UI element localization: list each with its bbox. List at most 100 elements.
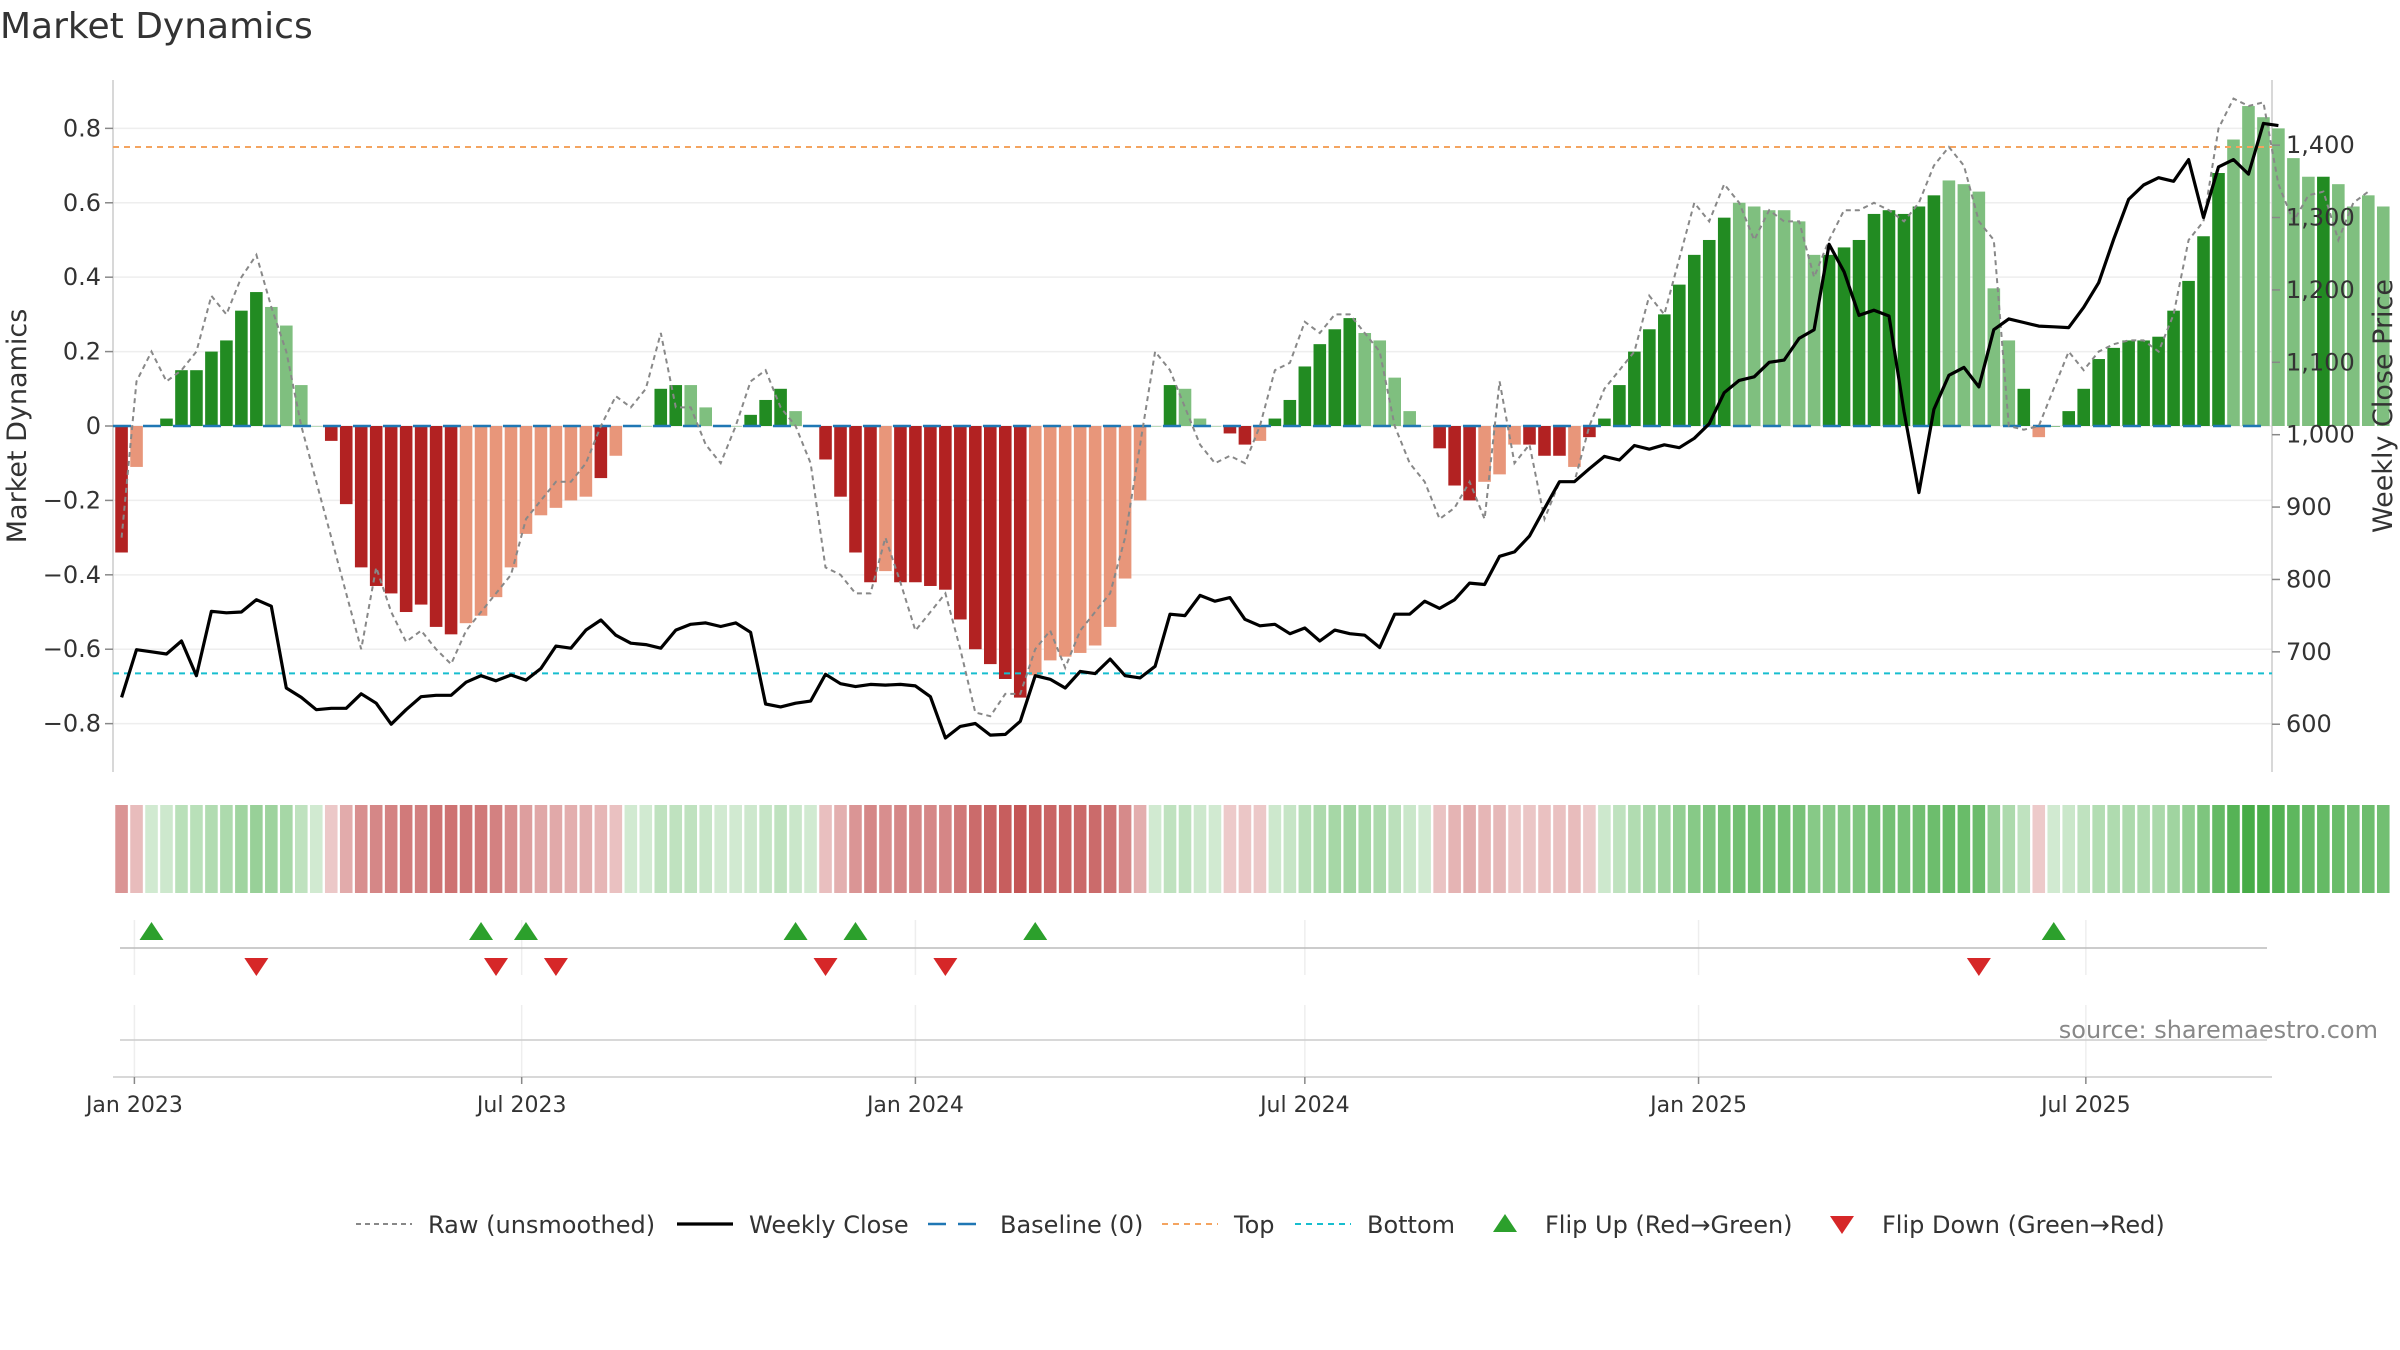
dynamics-bar-61 [1028,426,1042,676]
dynamics-bar-112 [1792,221,1806,426]
dynamics-bar-66 [1103,426,1117,627]
dynamics-bar-15 [339,426,353,505]
legend-swatch-flip-up [1493,1214,1517,1232]
dynamics-bar-82 [1343,318,1357,426]
heat-cell-121 [1927,805,1941,893]
dynamics-bar-5 [190,370,203,426]
dynamics-bar-137 [2167,310,2180,426]
dynamics-bar-106 [1702,239,1716,426]
heat-cell-94 [1523,805,1536,893]
dynamics-bar-22 [444,426,458,635]
x-tick-label: Jul 2025 [2039,1093,2131,1118]
y2-tick-label: 1,200 [2286,276,2355,304]
heat-cell-50 [864,805,877,893]
dynamics-bar-0 [115,426,128,553]
flip-down-marker-3 [813,958,838,976]
heat-cell-85 [1388,805,1401,893]
heat-cell-41 [729,805,742,893]
heat-cell-8 [235,805,248,893]
heat-cell-141 [2227,805,2240,893]
dynamics-bar-140 [2212,173,2225,426]
dynamics-bar-85 [1388,377,1401,426]
heat-cell-150 [2361,805,2375,893]
heat-cell-83 [1358,805,1372,893]
heat-cell-81 [1328,805,1342,893]
heat-cell-46 [804,805,817,893]
dynamics-bar-135 [2137,340,2150,426]
heat-cell-98 [1583,805,1596,893]
y2-tick-label: 1,100 [2286,348,2355,376]
y2-tick-label: 900 [2286,493,2332,521]
heat-cell-21 [429,805,443,893]
y2-tick-label: 700 [2286,638,2332,666]
dynamics-bar-51 [879,426,892,572]
heat-cell-109 [1747,805,1761,893]
dynamics-bar-29 [549,426,563,508]
dynamics-bar-60 [1013,426,1027,698]
heat-cell-111 [1777,805,1791,893]
dynamics-bar-3 [160,418,173,426]
heat-cell-32 [594,805,608,893]
heat-cell-20 [414,805,428,893]
heat-cell-34 [624,805,638,893]
heat-cell-132 [2092,805,2105,893]
heat-cell-133 [2107,805,2120,893]
dynamics-bar-56 [954,426,967,620]
heat-cell-107 [1717,805,1731,893]
dynamics-bar-45 [789,411,802,426]
heat-cell-114 [1822,805,1836,893]
heat-cell-44 [774,805,787,893]
heat-cell-18 [384,805,398,893]
dynamics-bar-105 [1687,254,1701,426]
heat-cell-106 [1702,805,1716,893]
heat-cell-58 [984,805,997,893]
flip-down-marker-1 [484,958,509,976]
dynamics-bar-42 [744,414,757,426]
heat-cell-131 [2077,805,2090,893]
dynamics-bar-43 [759,399,772,426]
dynamics-bar-73 [1208,426,1222,427]
dynamics-bar-24 [474,426,488,616]
dynamics-bar-148 [2332,184,2345,426]
y-axis-title: Market Dynamics [2,309,33,544]
heat-cell-9 [250,805,263,893]
dynamics-bar-54 [924,426,937,586]
dynamics-bar-68 [1133,426,1147,501]
dynamics-bar-64 [1073,426,1087,653]
heat-cell-17 [369,805,383,893]
dynamics-bar-130 [2062,411,2076,426]
dynamics-bar-74 [1223,426,1237,434]
y2-tick-label: 800 [2286,565,2332,593]
heat-cell-23 [459,805,473,893]
dynamics-bar-93 [1508,426,1521,445]
legend-label: Raw (unsmoothed) [428,1211,655,1239]
chart-title: Market Dynamics [0,6,313,47]
heat-cell-90 [1463,805,1476,893]
heat-cell-82 [1343,805,1357,893]
dynamics-bar-11 [280,325,293,426]
dynamics-bar-150 [2361,195,2375,426]
dynamics-bar-59 [998,426,1012,679]
y-tick-label: −0.8 [43,710,101,738]
heat-cell-30 [564,805,578,893]
dynamics-bar-94 [1523,426,1536,445]
y-tick-label: −0.2 [43,486,101,514]
dynamics-bar-39 [699,407,712,426]
dynamics-bar-47 [819,426,832,460]
dynamics-bar-97 [1568,426,1581,467]
heat-cell-43 [759,805,772,893]
heat-cell-144 [2272,805,2285,893]
dynamics-bar-100 [1613,385,1626,426]
dynamics-bar-31 [579,426,593,497]
heat-cell-117 [1867,805,1881,893]
heat-cell-142 [2242,805,2255,893]
y2-tick-label: 1,000 [2286,421,2355,449]
heat-cell-35 [639,805,653,893]
heat-cell-147 [2317,805,2330,893]
heat-cell-73 [1208,805,1222,893]
dynamics-bar-33 [609,426,623,456]
dynamics-bar-67 [1118,426,1132,579]
dynamics-bar-126 [2002,340,2016,426]
heat-cell-37 [669,805,683,893]
heat-cell-122 [1942,805,1956,893]
